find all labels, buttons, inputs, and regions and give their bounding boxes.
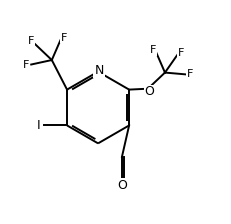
Text: O: O <box>116 179 126 192</box>
Text: O: O <box>144 85 154 98</box>
Text: F: F <box>186 69 192 79</box>
Text: N: N <box>94 64 103 77</box>
Text: F: F <box>27 36 34 46</box>
Text: F: F <box>149 45 155 55</box>
Text: F: F <box>177 48 183 58</box>
Text: I: I <box>37 119 40 132</box>
Text: F: F <box>23 60 29 69</box>
Text: F: F <box>61 33 67 43</box>
